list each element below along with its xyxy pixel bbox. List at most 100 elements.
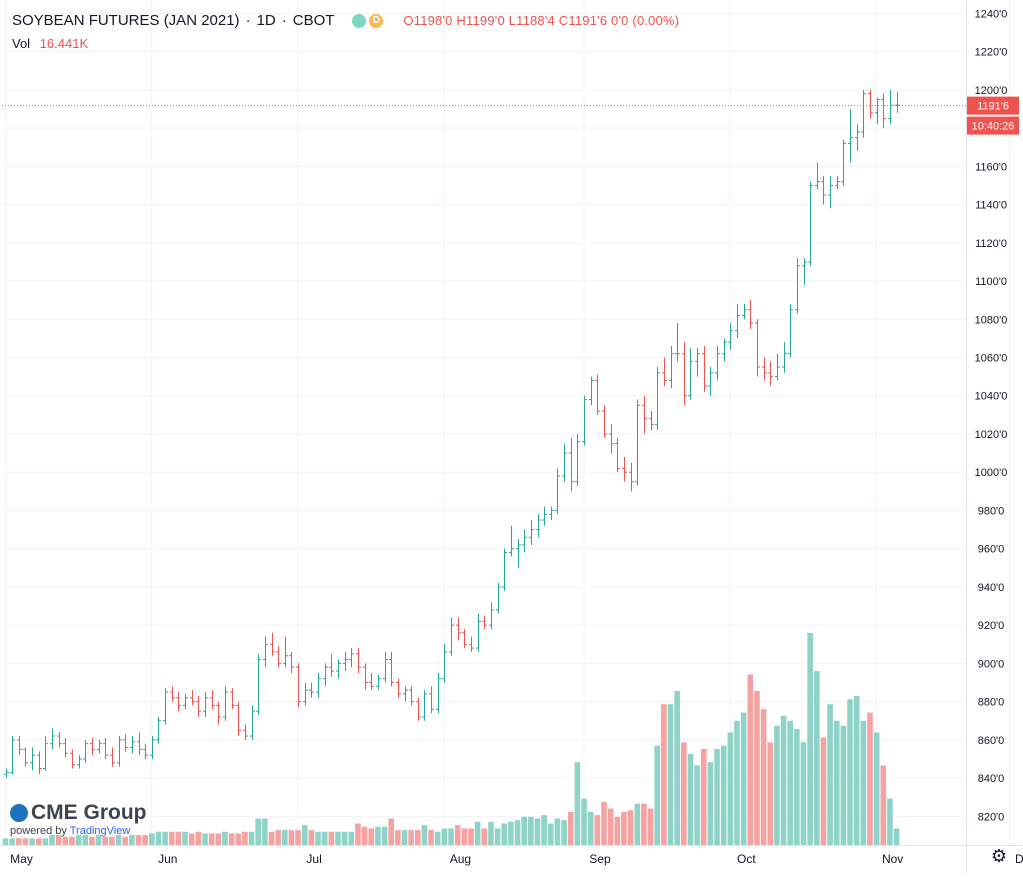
volume-bar xyxy=(521,816,527,845)
volume-bar xyxy=(49,835,55,845)
volume-bar xyxy=(355,823,361,845)
ohlc-bar xyxy=(476,613,481,652)
ohlc-bar xyxy=(735,303,740,339)
volume-bar xyxy=(9,838,15,845)
volume-bar xyxy=(202,833,208,845)
volume-bar xyxy=(714,748,720,845)
time-tick-label: Jul xyxy=(306,852,321,866)
volume-bar xyxy=(567,811,574,845)
price-axis[interactable]: 820'0 840'0 860'0 880'0 900'0 920'0 940'0 960'0… xyxy=(966,0,1020,873)
ohlc-bar xyxy=(289,651,294,673)
ohlc-bar xyxy=(396,678,401,698)
volume-bar xyxy=(321,831,328,845)
volume-bar xyxy=(228,833,235,845)
ohlc-bar xyxy=(669,346,674,389)
countdown-tag xyxy=(967,116,1019,135)
ohlc-bar xyxy=(236,701,241,737)
symbol-title[interactable]: SOYBEAN FUTURES (JAN 2021) xyxy=(12,12,240,29)
volume-bar xyxy=(747,674,754,845)
ohlc-bar xyxy=(449,617,454,656)
ohlc-bar xyxy=(343,651,348,672)
volume-bar xyxy=(328,831,335,845)
gear-icon[interactable]: ⚙ xyxy=(990,846,1007,866)
volume-bar xyxy=(774,725,780,845)
ohlc-bar xyxy=(562,443,567,482)
ohlc-bar xyxy=(263,636,268,668)
countdown-label: 10:40:26 xyxy=(972,121,1015,133)
volume-bar xyxy=(168,831,175,845)
volume-bar xyxy=(82,835,89,845)
price-tick-label: 820'0 xyxy=(978,811,1005,823)
price-tick-label: 1060'0 xyxy=(975,353,1008,365)
price-tick-label: 1200'0 xyxy=(975,85,1008,97)
price-tick-label: 900'0 xyxy=(978,658,1005,670)
legend-separator: · xyxy=(281,12,287,29)
ohlc-bar xyxy=(808,181,813,266)
ohlc-bar xyxy=(762,357,767,381)
cme-logo[interactable]: CME Group powered by TradingView xyxy=(10,801,147,837)
time-axis[interactable]: May Jun Jul Aug Sep Oct Nov Dec xyxy=(0,845,1023,867)
ohlc-bar xyxy=(881,93,886,129)
ohlc-bar xyxy=(875,97,880,125)
price-tick-label: 860'0 xyxy=(978,735,1005,747)
volume-bar xyxy=(288,830,295,845)
volume-bar xyxy=(162,831,168,845)
ohlc-bar xyxy=(57,732,62,748)
time-tick-label: Sep xyxy=(589,852,611,866)
tradingview-link[interactable]: TradingView xyxy=(69,825,131,837)
ohlc-bar xyxy=(555,468,560,515)
ohlc-bar xyxy=(569,437,574,492)
ohlc-bar xyxy=(329,653,334,677)
interval-label[interactable]: 1D xyxy=(256,12,276,29)
volume-bar xyxy=(574,762,581,845)
globe-icon xyxy=(10,804,28,822)
market-status-icon[interactable] xyxy=(352,13,367,28)
ohlc-bar xyxy=(316,672,321,698)
ohlc-bar xyxy=(150,736,155,759)
volume-bar xyxy=(833,720,840,845)
time-tick-label: Jun xyxy=(158,852,177,866)
ohlc-bar xyxy=(469,636,474,652)
volume-bar xyxy=(667,704,674,845)
volume-label: Vol xyxy=(12,36,31,51)
ohlc-bar xyxy=(436,672,441,714)
delayed-data-badge[interactable]: D xyxy=(369,13,384,28)
ohlc-bar xyxy=(110,747,115,767)
volume-bar xyxy=(694,765,700,845)
volume-bar xyxy=(880,765,887,845)
price-tick-label: 960'0 xyxy=(978,544,1005,556)
price-tick-label: 840'0 xyxy=(978,773,1005,785)
volume-bar xyxy=(461,828,468,845)
ohlc-bar xyxy=(835,175,840,190)
ohlc-bar xyxy=(303,682,308,706)
volume-bar xyxy=(528,816,534,845)
time-tick-label: May xyxy=(10,852,33,866)
ohlc-bar xyxy=(90,737,95,756)
ohlc-bar xyxy=(422,690,427,721)
ohlc-bar xyxy=(309,682,314,698)
volume-bar xyxy=(395,830,401,845)
volume-bar xyxy=(621,811,627,845)
volume-bar xyxy=(448,828,454,845)
price-tick-label: 980'0 xyxy=(978,505,1005,517)
volume-bar xyxy=(548,823,554,845)
volume-bar xyxy=(787,720,793,845)
ohlc-bar xyxy=(383,651,388,683)
ohlc-bar xyxy=(170,686,175,702)
volume-bar xyxy=(434,831,441,845)
volume-bar xyxy=(614,816,621,845)
volume-bar xyxy=(428,830,434,845)
volume-bar xyxy=(341,831,348,845)
ohlc-bar xyxy=(376,674,381,691)
volume-bar xyxy=(534,818,541,845)
ohlc-bar xyxy=(708,367,713,396)
volume-bar xyxy=(222,831,228,845)
ohlc-bar xyxy=(23,747,28,767)
ohlc-bar xyxy=(622,456,627,482)
volume-bar xyxy=(75,835,82,845)
ohlc-bar xyxy=(888,89,893,125)
volume-bar xyxy=(488,821,494,845)
volume-bar xyxy=(248,831,255,845)
